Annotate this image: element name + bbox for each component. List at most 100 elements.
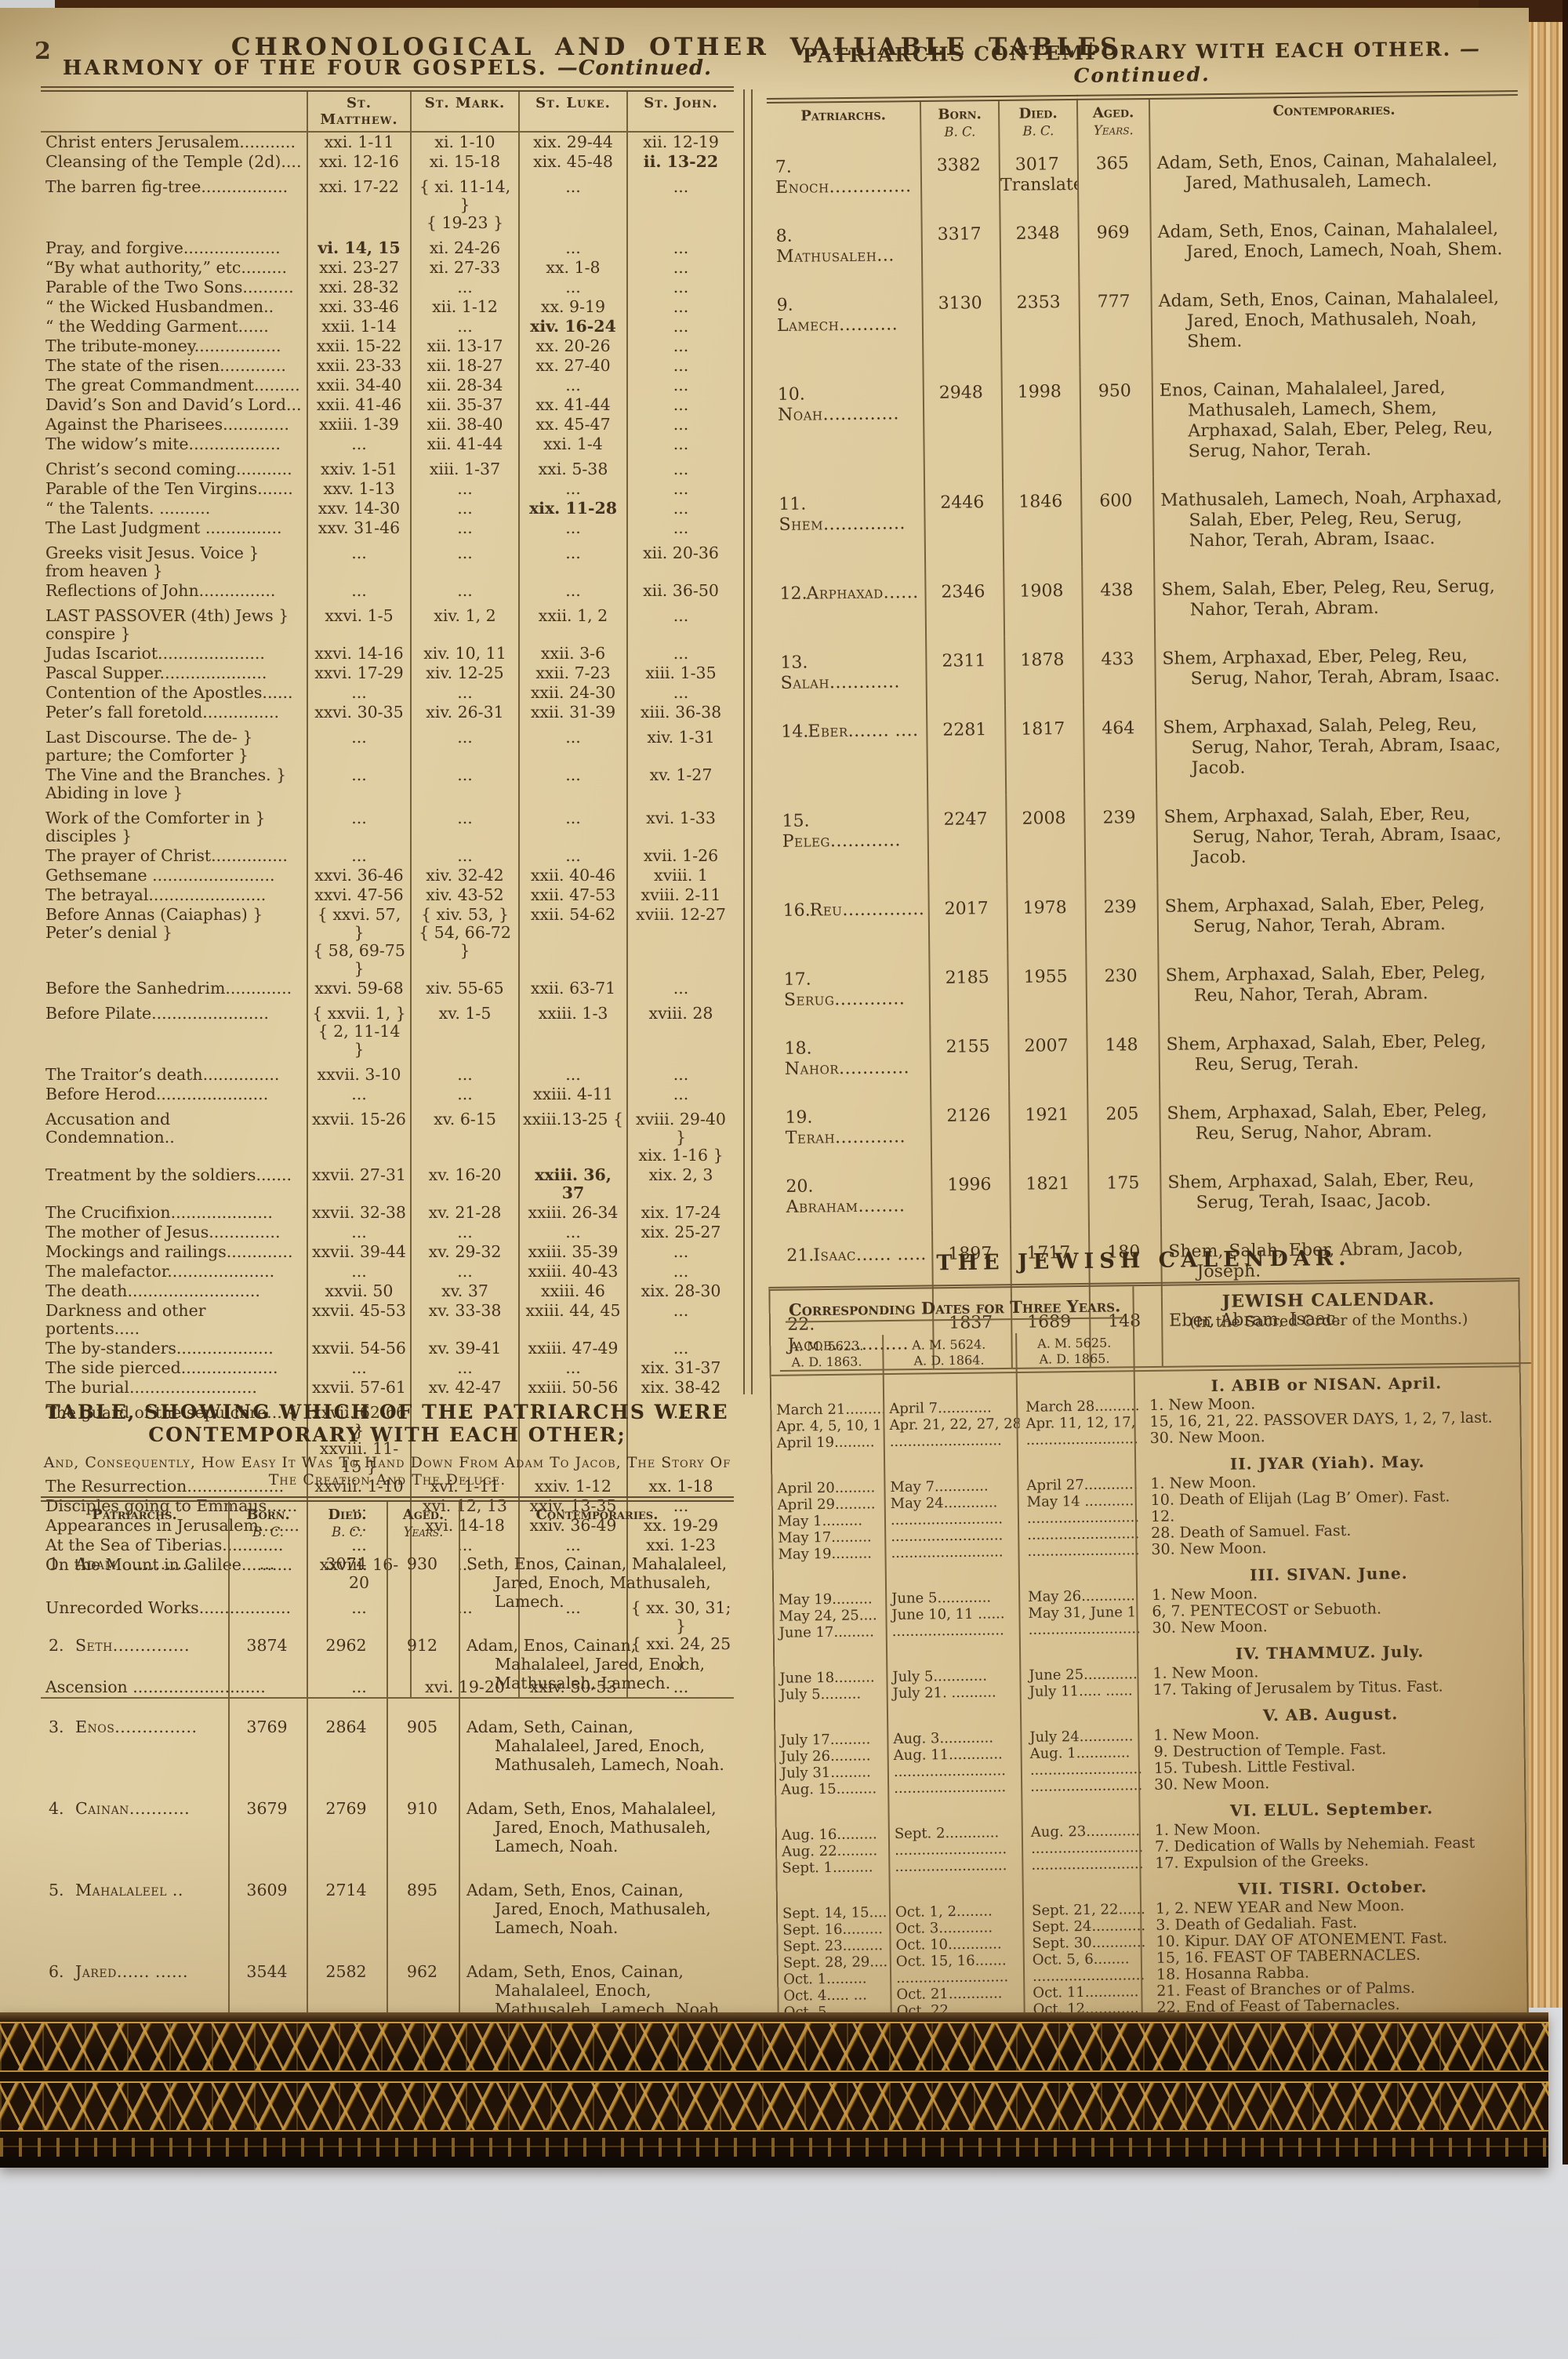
patriarch-died-cell: 2348	[1000, 209, 1080, 279]
patriarch-name: Enoch..............	[775, 176, 912, 198]
patriarch-aged-cell: 777	[1079, 277, 1152, 368]
patriarch-contemporaries-cell: Adam, Seth, Cainan, Mahalaleel, Jared, E…	[459, 1705, 734, 1787]
calendar-date-1863: June 17.........	[779, 1623, 875, 1641]
calendar-event: 30. New Moon.	[1149, 1428, 1265, 1447]
patriarch-name: Seth..............	[75, 1636, 191, 1655]
patriarch-died-cell: 1955	[1007, 952, 1087, 1023]
patriarch-born-cell: 2155	[930, 1022, 1010, 1092]
subheader-blank	[41, 1523, 229, 1542]
calendar-date-1865: May 31, June 1	[1028, 1604, 1137, 1622]
gospel-ref-mark: xv. 33-38	[410, 1301, 519, 1339]
gospel-ref-john: xix. 31-37	[626, 1358, 734, 1378]
patriarch-name: Cainan...........	[75, 1799, 191, 1818]
gospel-ref-matthew: { xxvi. 57, } { 58, 69-75 }	[307, 905, 411, 979]
calendar-date-1865: May 26............	[1028, 1587, 1135, 1605]
gospel-ref-matthew: xxii. 15-22	[307, 336, 411, 356]
gospel-ref-luke: xxii. 31-39	[518, 703, 627, 722]
col-header-born: Born.	[228, 1499, 307, 1523]
patriarch-contemporaries-cell: Enos, Cainan, Mahalaleel, Jared, Mathusa…	[1152, 363, 1522, 477]
gospel-table-row: The malefactor..................... ... …	[41, 1262, 734, 1281]
gospel-subject-cell: “ the Talents. ..........	[45, 499, 211, 518]
page-number: 2	[34, 38, 51, 65]
patriarch-number: 5.	[49, 1881, 64, 1899]
gospel-ref-matthew: xxi. 17-22	[307, 172, 411, 233]
gospel-ref-luke: xxiii. 36, 37	[518, 1165, 627, 1203]
gospel-subject-cell: The Traitor’s death...............	[45, 1065, 280, 1084]
calendar-date-1863: April 29.........	[777, 1496, 876, 1514]
gospel-ref-matthew: ...	[307, 1223, 411, 1242]
gospel-table-row: “ the Wedding Garment...... xxii. 1-14 .…	[41, 317, 734, 336]
gospel-table-row: Pascal Supper..................... xxvi.…	[41, 663, 734, 683]
patriarch-contemporaries-cell: Adam, Seth, Enos, Mahalaleel, Jared, Eno…	[459, 1787, 734, 1868]
gospel-ref-matthew: ...	[307, 803, 411, 846]
patriarch-died-cell: 1998	[1001, 367, 1081, 478]
gospel-table-row: Treatment by the soldiers....... xxvii. …	[41, 1165, 734, 1203]
gospel-table-row: Before Herod...................... ... .…	[41, 1085, 734, 1104]
gospel-ref-luke: xxiii. 35-39	[518, 1242, 627, 1262]
patriarch-born-cell: 3874	[228, 1623, 307, 1705]
calendar-date-1865: July 11..... ......	[1029, 1682, 1133, 1700]
patriarch-died-cell: 3017 Translated.	[999, 140, 1079, 210]
gospel-ref-matthew: xxvii. 57-61	[307, 1378, 411, 1398]
patriarch-contemporaries-cell: Shem, Arphaxad, Salah, Eber, Peleg, Reu,…	[1160, 1085, 1530, 1159]
gospel-subject-cell: The by-standers...................	[45, 1339, 274, 1358]
gospel-ref-luke: xxii. 24-30	[518, 683, 627, 703]
patriarch-name: Enos...............	[75, 1717, 198, 1736]
calendar-date-1865: .........................	[1032, 1967, 1145, 1985]
gospel-ref-matthew: xxii. 1-14	[307, 317, 411, 336]
patriarch-number: 18.	[784, 1038, 812, 1059]
calendar-date-1864: .........................	[889, 1432, 1002, 1451]
patriarch-contemporaries-cell: Shem, Salah, Eber, Peleg, Reu, Serug, Na…	[1154, 562, 1524, 635]
patriarch-row: 5. Mahalaleel .. 3609 2714 895 Adam, Seth…	[41, 1868, 734, 1950]
calendar-date-1863: May 1.........	[777, 1512, 863, 1530]
year-column-1864: A. M. 5624. A. D. 1864.	[912, 1336, 986, 1369]
calendar-date-1865: Sept. 21, 22.......	[1031, 1901, 1147, 1919]
calendar-date-1863: May 19.........	[778, 1545, 873, 1563]
calendar-date-1864: May 7............	[890, 1478, 989, 1496]
gospel-subject-cell: Pascal Supper.....................	[45, 663, 267, 682]
patriarchs-continued-section: PATRIARCHS CONTEMPORARY WITH EACH OTHER.…	[766, 37, 1531, 1372]
patriarch-row: 12.Arphaxad...... 2346 1908 438 Shem, Sa…	[771, 562, 1524, 639]
gospel-table-row: Peter’s fall foretold............... xxv…	[41, 703, 734, 722]
gospel-ref-luke: xxiii. 4-11	[518, 1085, 627, 1104]
calendar-date-1864: Sept. 2............	[894, 1824, 1000, 1842]
gospel-table-row: Christ enters Jerusalem........... xxi. …	[41, 132, 734, 152]
gospel-ref-john: xii. 12-19	[626, 132, 734, 152]
patriarch-name: Jared...... ......	[75, 1962, 189, 1981]
patriarchs-continued-table: Patriarchs. Born. Died. Aged. Contempora…	[766, 90, 1531, 1372]
patriarch-born-cell: 2948	[923, 368, 1003, 479]
gospel-ref-luke: ...	[518, 581, 627, 601]
gospel-ref-luke: xx. 41-44	[518, 395, 627, 415]
gospel-ref-matthew: ...	[307, 1358, 411, 1378]
gospel-ref-matthew: xxvi. 1-5	[307, 601, 411, 644]
gospel-ref-matthew: xxvii. 32-38	[307, 1203, 411, 1223]
gospel-ref-matthew: xxv. 31-46	[307, 518, 411, 538]
gospel-subject-cell: The malefactor.....................	[45, 1262, 275, 1281]
gospel-table-row: Judas Iscariot..................... xxvi…	[41, 644, 734, 663]
patriarch-row: 3. Enos............... 3769 2864 905 Adam…	[41, 1705, 734, 1787]
gospel-subject-cell: Judas Iscariot.....................	[45, 644, 265, 663]
patriarch-name-cell: 14.Eber....... ....	[773, 707, 927, 798]
gospel-ref-luke: xx. 20-26	[518, 336, 627, 356]
calendar-date-1865: Apr. 11, 12, 17, 18	[1025, 1414, 1140, 1432]
gospel-subject-cell: Gethsemane ........................	[45, 866, 275, 885]
gospel-subject-cell: The barren fig-tree.................	[45, 177, 289, 196]
patriarch-name-cell: 16.Reu..............	[775, 885, 929, 956]
binding-triangle-row	[0, 2022, 1548, 2072]
patriarch-number: 4.	[49, 1799, 64, 1818]
gospel-subject-cell: The Vine and the Branches. } Abiding in …	[45, 765, 287, 802]
calendar-date-1864: Oct. 15, 16.......	[895, 1952, 1007, 1970]
patriarch-name-cell: 3. Enos...............	[41, 1705, 229, 1787]
gospel-ref-john: ...	[626, 1301, 734, 1339]
gospel-ref-john: ...	[626, 297, 734, 317]
gospel-subject-cell: The prayer of Christ...............	[45, 846, 288, 865]
calendar-date-1864: .........................	[891, 1622, 1004, 1640]
gospel-subject-cell: The Crucifixion....................	[45, 1203, 273, 1222]
gospel-table-row: The guard of the sepulchre... { xxvii. 6…	[41, 1398, 734, 1477]
gospel-ref-luke: ...	[518, 518, 627, 538]
patriarch-number: 20.	[786, 1176, 814, 1197]
gospel-ref-mark: xv. 42-47	[410, 1378, 519, 1398]
subheader-bc-died: B. C.	[999, 121, 1078, 141]
patriarch-contemporaries-cell: Shem, Arphaxad, Salah, Eber, Reu, Serug,…	[1156, 789, 1526, 883]
gospel-ref-mark: xiv. 1, 2	[410, 601, 519, 644]
